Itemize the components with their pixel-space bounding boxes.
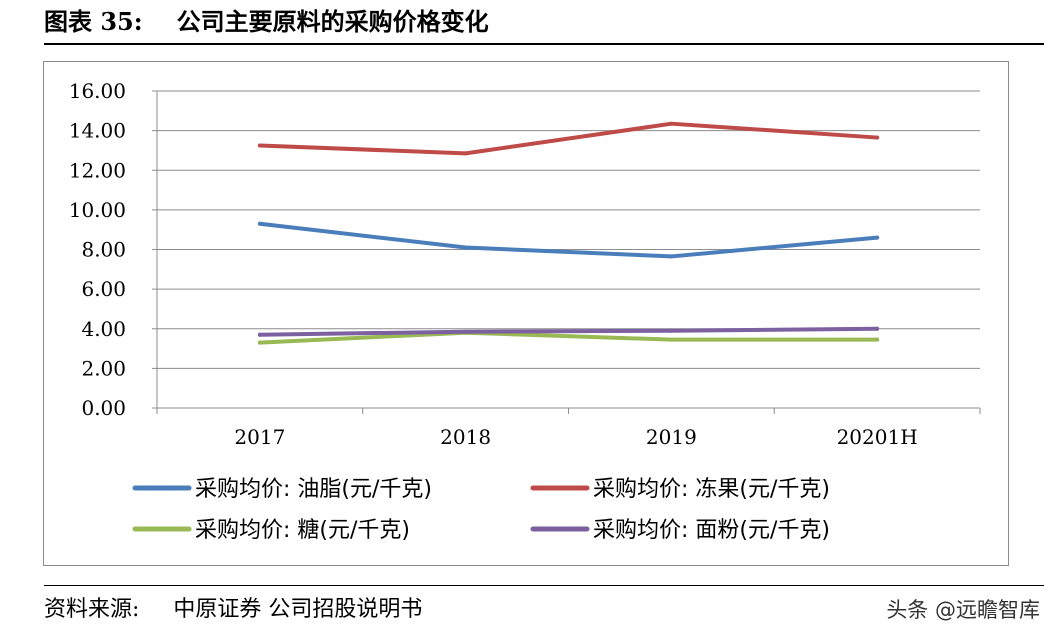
y-tick-label: 2.00: [81, 356, 126, 380]
source-note: 资料来源: 中原证券 公司招股说明书: [44, 593, 422, 627]
y-tick-label: 16.00: [69, 79, 126, 103]
x-tick-label: 2019: [646, 425, 697, 449]
y-tick-label: 10.00: [69, 198, 126, 222]
data-point: [669, 254, 674, 259]
data-point: [669, 121, 674, 126]
series-line: [257, 330, 880, 345]
y-tick-label: 4.00: [81, 317, 126, 341]
data-point: [463, 329, 468, 334]
y-tick-label: 8.00: [81, 238, 126, 262]
top-rule: [44, 43, 1044, 45]
figure-title: 图表 35: 公司主要原料的采购价格变化: [44, 6, 489, 38]
data-point: [875, 235, 880, 240]
data-point: [463, 151, 468, 156]
data-point: [669, 337, 674, 342]
figure-title-text: 公司主要原料的采购价格变化: [176, 7, 489, 36]
legend-label: 采购均价: 面粉(元/千克): [593, 518, 830, 543]
legend-label: 采购均价: 冻果(元/千克): [593, 477, 830, 502]
data-point: [257, 143, 262, 148]
source-text: 中原证券 公司招股说明书: [173, 597, 423, 622]
data-point: [257, 340, 262, 345]
x-tick-label: 2017: [234, 425, 285, 449]
x-tick-label: 20201H: [837, 425, 918, 449]
data-point: [257, 332, 262, 337]
data-point: [875, 337, 880, 342]
y-tick-label: 12.00: [69, 158, 126, 182]
data-point: [257, 221, 262, 226]
series-line: [257, 121, 880, 156]
x-tick-label: 2018: [440, 425, 491, 449]
data-point: [875, 135, 880, 140]
data-point: [463, 245, 468, 250]
watermark: 头条 @远瞻智库: [886, 598, 1040, 622]
chart-frame: [43, 61, 1009, 566]
series-line: [257, 221, 880, 259]
source-label: 资料来源:: [44, 597, 140, 622]
legend-label: 采购均价: 糖(元/千克): [195, 518, 410, 543]
legend-label: 采购均价: 油脂(元/千克): [195, 477, 432, 502]
bottom-rule: [44, 585, 1044, 586]
series-line: [257, 326, 880, 337]
y-tick-label: 0.00: [81, 396, 126, 420]
data-point: [875, 326, 880, 331]
figure-label: 图表 35:: [44, 7, 143, 36]
y-tick-label: 14.00: [69, 119, 126, 143]
y-tick-label: 6.00: [81, 277, 126, 301]
data-point: [669, 328, 674, 333]
